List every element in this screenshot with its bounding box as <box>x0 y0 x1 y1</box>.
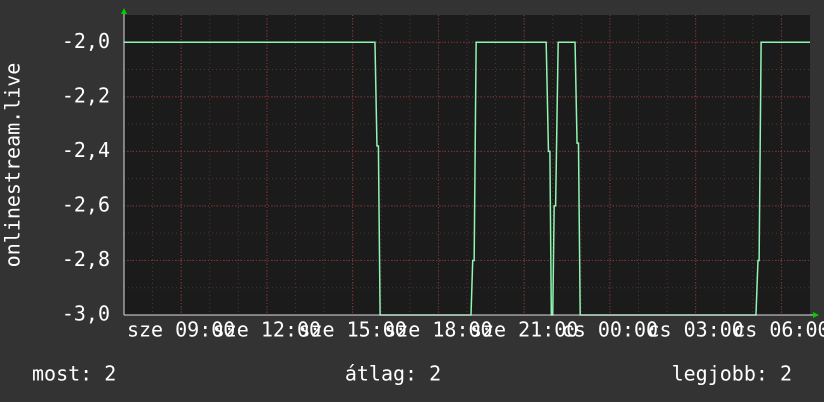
x-arrow <box>813 312 819 318</box>
x-tick-label: sze 21:00 <box>470 318 578 342</box>
x-tick-label: cs 03:00 <box>648 318 744 342</box>
x-tick-label: cs 06:00 <box>733 318 824 342</box>
y-axis-label: onlinestream.live <box>1 63 25 268</box>
y-tick-label: -2,0 <box>62 29 110 53</box>
y-arrow <box>121 8 127 14</box>
y-tick-label: -3,0 <box>62 302 110 326</box>
x-tick-label: sze 15:00 <box>298 318 406 342</box>
x-tick-label: cs 00:00 <box>562 318 658 342</box>
y-tick-label: -2,4 <box>62 138 110 162</box>
legend-avg: átlag: 2 <box>345 362 441 386</box>
x-tick-label: sze 18:00 <box>384 318 492 342</box>
y-tick-label: -2,8 <box>62 247 110 271</box>
x-tick-label: sze 09:00 <box>127 318 235 342</box>
legend-most: most: 2 <box>32 362 116 386</box>
y-tick-label: -2,2 <box>62 83 110 107</box>
y-tick-label: -2,6 <box>62 192 110 216</box>
x-tick-label: sze 12:00 <box>213 318 321 342</box>
legend-max: legjobb: 2 <box>672 362 792 386</box>
